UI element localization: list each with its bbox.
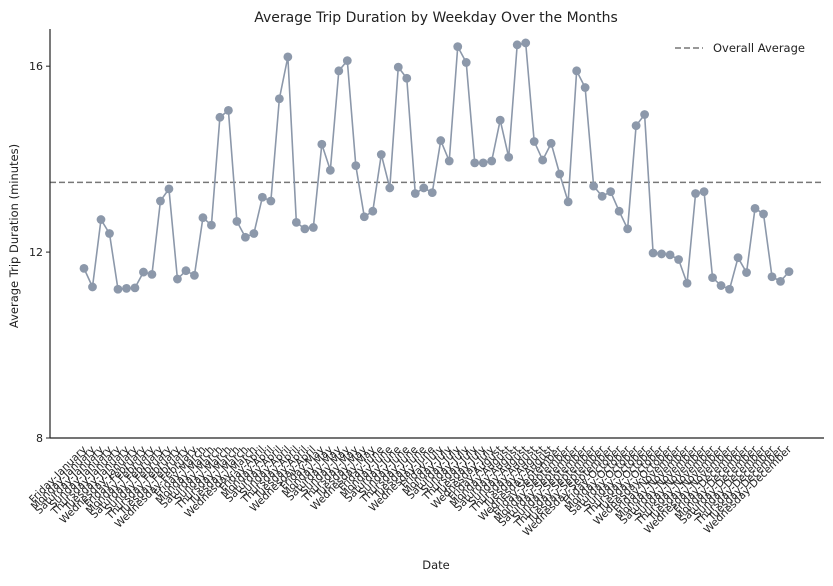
data-point bbox=[716, 281, 726, 290]
data-point bbox=[742, 268, 751, 277]
data-point bbox=[657, 249, 666, 259]
legend-label-overall-average: Overall Average bbox=[713, 41, 805, 55]
data-point bbox=[385, 183, 395, 193]
data-point bbox=[725, 284, 734, 294]
data-point bbox=[317, 139, 327, 149]
data-point bbox=[640, 110, 649, 119]
data-point bbox=[266, 196, 276, 206]
data-point bbox=[122, 283, 131, 293]
data-point bbox=[546, 138, 556, 148]
data-point bbox=[224, 105, 233, 115]
data-point bbox=[351, 161, 361, 171]
data-point bbox=[521, 38, 531, 48]
y-tick-label: 8 bbox=[36, 432, 43, 445]
data-point bbox=[215, 112, 225, 122]
data-point bbox=[572, 66, 582, 76]
data-point bbox=[105, 229, 114, 238]
data-point bbox=[529, 137, 539, 146]
data-point bbox=[342, 56, 352, 65]
data-point bbox=[402, 73, 412, 83]
data-point bbox=[665, 250, 675, 260]
data-point bbox=[130, 283, 140, 293]
legend: Overall Average bbox=[675, 41, 805, 55]
series-line bbox=[83, 41, 790, 291]
data-point bbox=[504, 152, 514, 162]
data-point bbox=[139, 267, 148, 277]
data-point bbox=[708, 273, 717, 283]
data-point bbox=[487, 156, 497, 166]
data-point bbox=[470, 158, 480, 168]
data-point bbox=[181, 266, 191, 276]
data-point bbox=[300, 224, 310, 234]
data-point bbox=[308, 223, 318, 232]
data-point bbox=[461, 58, 471, 67]
data-point bbox=[733, 253, 743, 263]
y-tick-label: 16 bbox=[29, 60, 43, 73]
data-point bbox=[478, 158, 488, 168]
data-point bbox=[249, 229, 259, 238]
data-point bbox=[410, 189, 420, 198]
data-point bbox=[156, 196, 165, 206]
data-point bbox=[495, 115, 505, 125]
data-point bbox=[759, 209, 768, 219]
data-point bbox=[368, 206, 378, 216]
data-point bbox=[147, 270, 157, 279]
data-point bbox=[691, 189, 700, 198]
data-point bbox=[767, 272, 777, 282]
data-point bbox=[257, 192, 267, 202]
data-point bbox=[589, 181, 599, 191]
data-point bbox=[648, 248, 658, 258]
data-point bbox=[444, 156, 454, 166]
y-axis-label: Average Trip Duration (minutes) bbox=[7, 144, 21, 328]
data-point bbox=[580, 83, 590, 92]
data-point bbox=[88, 282, 97, 292]
chart-title: Average Trip Duration by Weekday Over th… bbox=[254, 10, 618, 26]
data-point bbox=[453, 42, 463, 52]
data-point bbox=[334, 66, 344, 76]
data-point bbox=[376, 150, 386, 159]
data-point bbox=[674, 255, 683, 264]
data-point bbox=[784, 267, 794, 277]
data-point bbox=[776, 276, 785, 286]
data-point bbox=[207, 220, 216, 230]
data-point bbox=[240, 232, 250, 242]
data-point bbox=[427, 188, 437, 198]
data-point bbox=[682, 278, 692, 288]
data-point bbox=[606, 187, 616, 197]
data-point bbox=[631, 121, 641, 131]
data-point bbox=[232, 217, 242, 226]
data-point bbox=[419, 183, 429, 193]
y-tick-label: 12 bbox=[29, 246, 43, 259]
data-point bbox=[113, 284, 123, 294]
data-point bbox=[393, 62, 403, 72]
data-point bbox=[538, 155, 548, 165]
data-point bbox=[283, 52, 293, 62]
data-point bbox=[190, 270, 199, 280]
data-point bbox=[750, 204, 760, 213]
data-point bbox=[173, 274, 182, 284]
data-point bbox=[96, 215, 106, 224]
data-point bbox=[291, 217, 301, 227]
data-point bbox=[359, 212, 369, 222]
data-point bbox=[198, 213, 208, 223]
data-point bbox=[164, 184, 174, 194]
data-point bbox=[563, 197, 573, 207]
x-axis-label: Date bbox=[422, 558, 450, 572]
data-point bbox=[555, 169, 565, 179]
data-point bbox=[436, 136, 446, 145]
data-point bbox=[512, 40, 522, 50]
data-point bbox=[623, 224, 633, 234]
data-point bbox=[597, 191, 607, 201]
data-point bbox=[79, 263, 89, 273]
data-point bbox=[274, 94, 284, 104]
data-point bbox=[614, 206, 624, 216]
data-point bbox=[699, 187, 709, 197]
data-point bbox=[325, 165, 335, 175]
